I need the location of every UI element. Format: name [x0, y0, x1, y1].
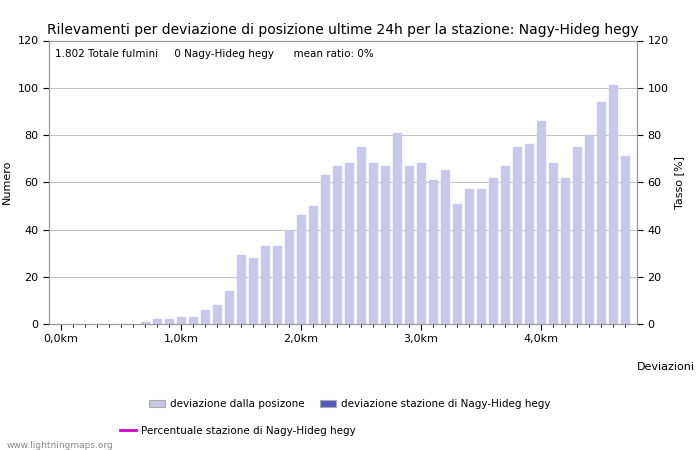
Bar [489, 177, 497, 324]
Y-axis label: Tasso [%]: Tasso [%] [674, 156, 684, 209]
Bar [237, 256, 245, 324]
Bar [273, 246, 281, 324]
Bar [405, 166, 413, 324]
Bar [573, 147, 581, 324]
Title: Rilevamenti per deviazione di posizione ultime 24h per la stazione: Nagy-Hideg h: Rilevamenti per deviazione di posizione … [47, 22, 639, 36]
Bar [248, 258, 257, 324]
Bar [332, 166, 341, 324]
Bar [416, 163, 425, 324]
Text: 1.802 Totale fulmini     0 Nagy-Hideg hegy      mean ratio: 0%: 1.802 Totale fulmini 0 Nagy-Hideg hegy m… [55, 49, 374, 59]
Bar [369, 163, 377, 324]
Bar [477, 189, 485, 324]
Bar [189, 317, 197, 324]
Bar [345, 163, 354, 324]
Bar [453, 203, 461, 324]
Bar [500, 166, 509, 324]
Bar [381, 166, 389, 324]
Bar [537, 121, 545, 324]
Bar [201, 310, 209, 324]
Bar [561, 177, 569, 324]
Y-axis label: Numero: Numero [2, 160, 12, 204]
Bar [357, 147, 365, 324]
Bar [429, 180, 438, 324]
Text: Deviazioni: Deviazioni [637, 362, 695, 372]
Bar [609, 86, 617, 324]
Bar [393, 133, 401, 324]
Bar [441, 171, 449, 324]
Bar [285, 230, 293, 324]
Bar [513, 147, 522, 324]
Bar [177, 317, 186, 324]
Bar [213, 305, 221, 324]
Bar [321, 175, 329, 324]
Legend: Percentuale stazione di Nagy-Hideg hegy: Percentuale stazione di Nagy-Hideg hegy [116, 422, 360, 440]
Bar [141, 322, 149, 324]
Bar [164, 320, 173, 324]
Bar [597, 102, 606, 324]
Bar [261, 246, 270, 324]
Bar [153, 320, 161, 324]
Legend: deviazione dalla posizone, deviazione stazione di Nagy-Hideg hegy: deviazione dalla posizone, deviazione st… [145, 395, 555, 413]
Bar [584, 135, 593, 324]
Bar [465, 189, 473, 324]
Bar [309, 206, 317, 324]
Bar [225, 291, 233, 324]
Text: www.lightningmaps.org: www.lightningmaps.org [7, 441, 113, 450]
Bar [621, 156, 629, 324]
Bar [525, 144, 533, 324]
Bar [549, 163, 557, 324]
Bar [297, 215, 305, 324]
